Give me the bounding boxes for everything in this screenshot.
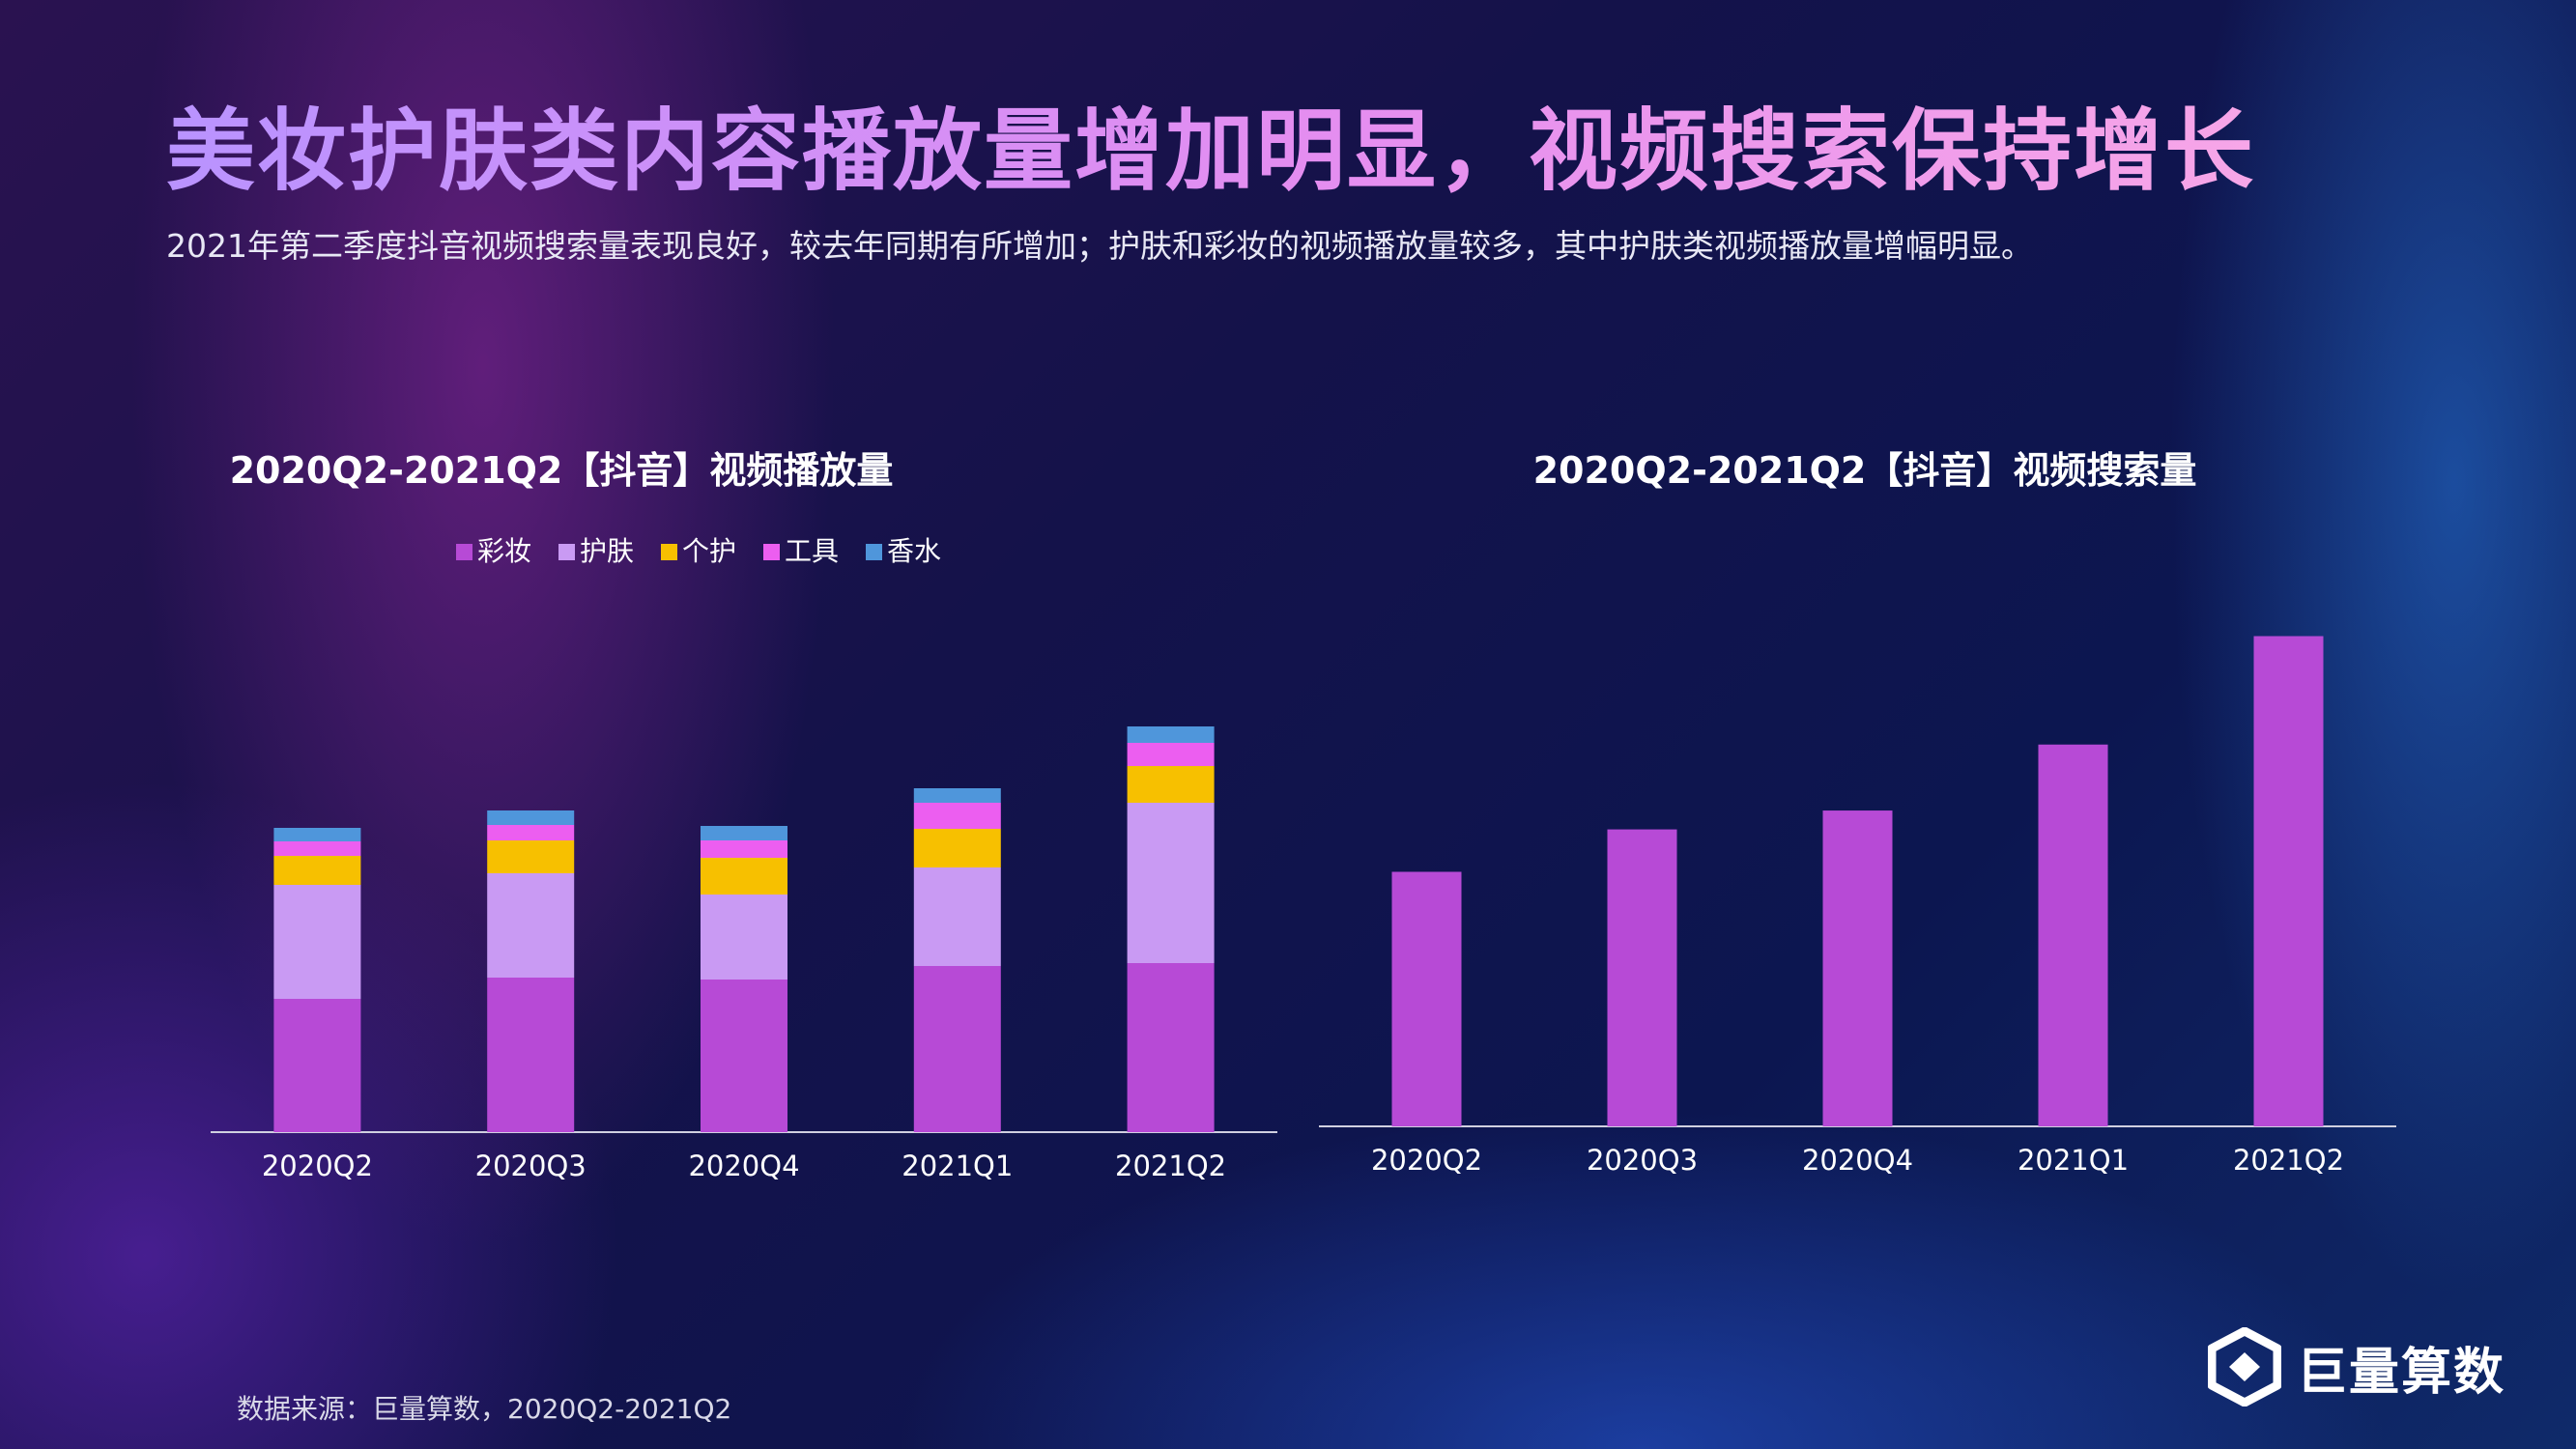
bar-segment-个护-2020Q4 <box>701 858 787 895</box>
page-title: 美妆护肤类内容播放量增加明显，视频搜索保持增长 <box>166 79 2255 208</box>
bar-segment-香水-2020Q2 <box>273 828 361 841</box>
chart-title: 2020Q2-2021Q2【抖音】视频搜索量 <box>1533 449 2197 492</box>
bar-segment-个护-2020Q2 <box>273 856 361 885</box>
video-plays-chart: 2020Q2-2021Q2【抖音】视频播放量彩妆 护肤 个护 工具 香水 2020Q2 20… <box>193 435 1304 1208</box>
bar-segment-护肤-2021Q2 <box>1127 803 1215 963</box>
bar-segment-value-2021Q1 <box>2038 744 2108 1126</box>
legend-item: 护肤 <box>558 535 634 567</box>
bar-segment-工具-2021Q2 <box>1127 743 1215 766</box>
bar-segment-彩妆-2021Q2 <box>1127 963 1215 1132</box>
x-tick-label: 2021Q1 <box>902 1150 1013 1182</box>
bar-segment-彩妆-2020Q2 <box>273 999 361 1132</box>
legend-item: 工具 <box>763 535 839 567</box>
brand-logo: 巨量算数 <box>2208 1323 2505 1410</box>
bar-segment-value-2020Q4 <box>1822 810 1893 1126</box>
bar-segment-工具-2020Q4 <box>701 840 787 858</box>
bar-segment-彩妆-2020Q4 <box>701 980 787 1132</box>
legend-swatch <box>661 544 677 560</box>
bar-segment-工具-2021Q1 <box>913 803 1001 829</box>
data-source-note: 数据来源：巨量算数，2020Q2-2021Q2 <box>237 1393 732 1425</box>
x-tick-label: 2020Q2 <box>1371 1144 1482 1177</box>
bar-segment-护肤-2020Q2 <box>273 885 361 999</box>
x-tick-label: 2020Q4 <box>1802 1144 1913 1177</box>
bar-segment-彩妆-2021Q1 <box>913 966 1001 1132</box>
legend-item: 彩妆 <box>456 535 531 567</box>
bar-segment-香水-2020Q4 <box>701 826 787 840</box>
bar-segment-彩妆-2020Q3 <box>487 978 575 1132</box>
legend-label: 个护 <box>682 535 736 567</box>
legend-label: 香水 <box>887 535 941 567</box>
bar-segment-香水-2021Q2 <box>1127 726 1215 743</box>
x-tick-label: 2020Q3 <box>475 1150 587 1182</box>
chart-svg: 2020Q2-2021Q2【抖音】视频搜索量 2020Q2 2020Q3 2020Q4… <box>1319 449 2396 1177</box>
legend-swatch <box>866 544 882 560</box>
bar-segment-护肤-2021Q1 <box>913 867 1001 966</box>
bar-segment-工具-2020Q2 <box>273 841 361 856</box>
x-tick-label: 2020Q2 <box>262 1150 373 1182</box>
x-tick-label: 2020Q3 <box>1587 1144 1698 1177</box>
legend-label: 护肤 <box>580 535 634 567</box>
legend-swatch <box>558 544 575 560</box>
bar-segment-香水-2021Q1 <box>913 788 1001 803</box>
juliang-logo-icon <box>2208 1327 2281 1406</box>
chart-title: 2020Q2-2021Q2【抖音】视频播放量 <box>230 449 894 492</box>
bar-segment-工具-2020Q3 <box>487 825 575 840</box>
page-subtitle: 2021年第二季度抖音视频搜索量表现良好，较去年同期有所增加；护肤和彩妆的视频播… <box>166 227 2033 265</box>
legend-item: 香水 <box>866 535 941 567</box>
x-tick-label: 2021Q2 <box>2233 1144 2344 1177</box>
legend-item: 个护 <box>661 535 736 567</box>
bar-segment-护肤-2020Q3 <box>487 873 575 978</box>
legend-swatch <box>763 544 780 560</box>
legend-swatch <box>456 544 472 560</box>
bar-segment-护肤-2020Q4 <box>701 895 787 980</box>
bar-segment-个护-2020Q3 <box>487 840 575 873</box>
bar-segment-个护-2021Q2 <box>1127 766 1215 803</box>
bar-segment-value-2021Q2 <box>2253 636 2324 1126</box>
x-tick-label: 2021Q2 <box>1115 1150 1226 1182</box>
legend-label: 彩妆 <box>477 535 531 567</box>
x-tick-label: 2020Q4 <box>688 1150 799 1182</box>
bar-segment-个护-2021Q1 <box>913 829 1001 867</box>
brand-name: 巨量算数 <box>2297 1343 2506 1402</box>
bar-segment-香水-2020Q3 <box>487 810 575 825</box>
legend-label: 工具 <box>785 535 839 567</box>
bar-segment-value-2020Q3 <box>1607 829 1677 1126</box>
video-search-chart: 2020Q2-2021Q2【抖音】视频搜索量 2020Q2 2020Q3 2020Q4… <box>1304 435 2416 1208</box>
x-tick-label: 2021Q1 <box>2018 1144 2129 1177</box>
bar-segment-value-2020Q2 <box>1391 871 1462 1126</box>
